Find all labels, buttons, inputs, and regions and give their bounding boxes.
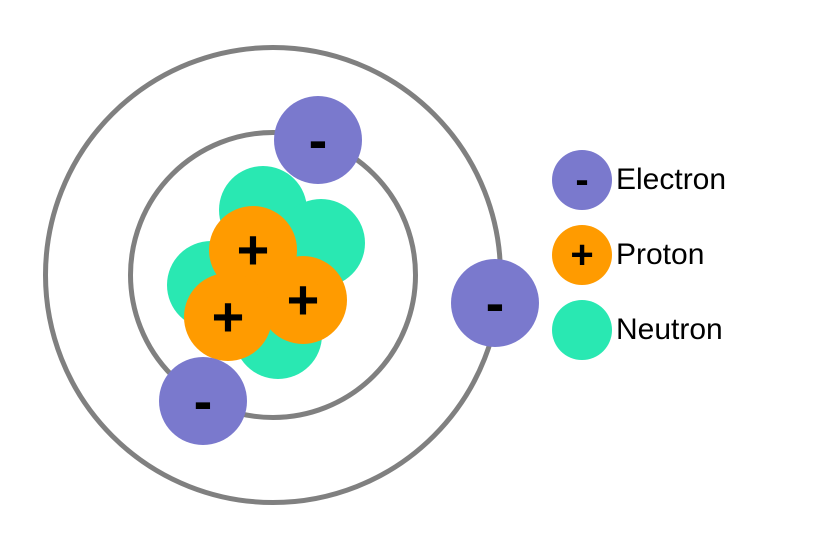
minus-icon: - xyxy=(575,160,588,200)
plus-icon: + xyxy=(212,289,245,345)
minus-icon: - xyxy=(309,112,328,168)
legend-label-proton: Proton xyxy=(616,238,704,272)
plus-icon: + xyxy=(287,272,320,328)
plus-icon: + xyxy=(570,235,593,275)
legend-label-electron: Electron xyxy=(616,163,726,197)
legend-swatch-neutron xyxy=(552,300,612,360)
minus-icon: - xyxy=(194,373,213,429)
plus-icon: + xyxy=(237,222,270,278)
minus-icon: - xyxy=(486,275,505,331)
legend-label-neutron: Neutron xyxy=(616,313,723,347)
